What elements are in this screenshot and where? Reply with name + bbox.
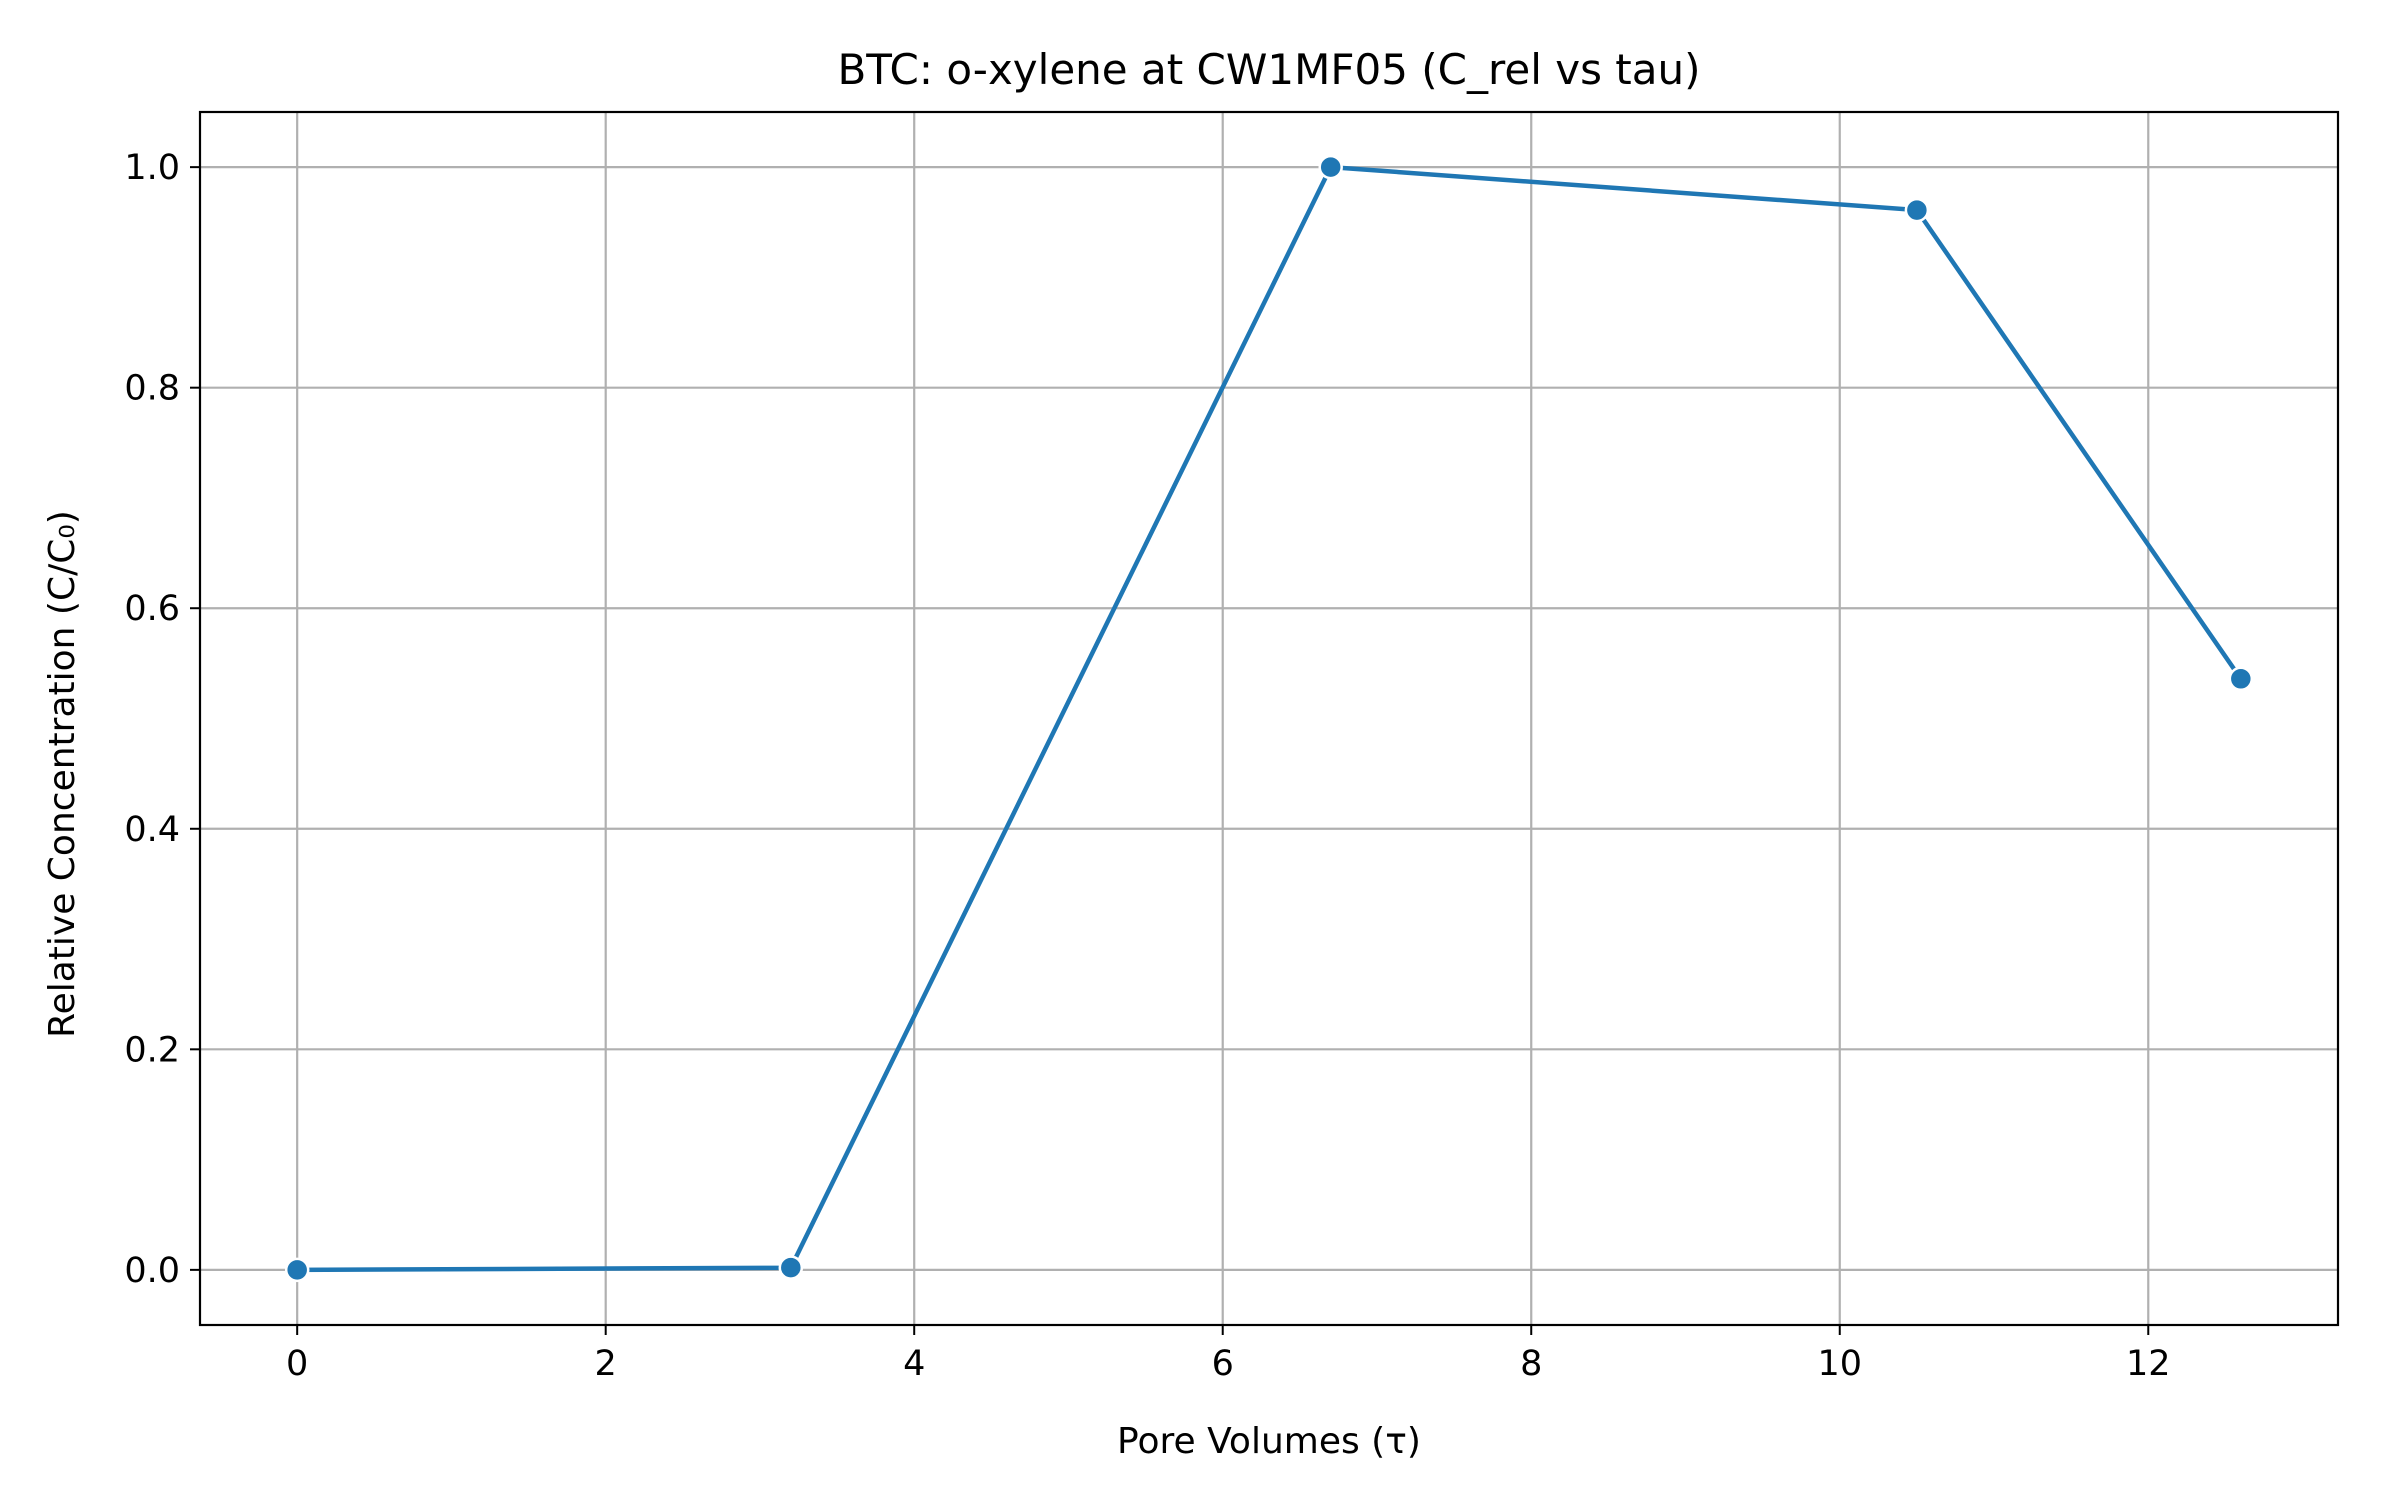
x-axis-label: Pore Volumes (τ) (1117, 1421, 1421, 1462)
y-tick-label: 1.0 (124, 148, 180, 188)
x-tick-label: 2 (595, 1344, 617, 1384)
chart-title: BTC: o-xylene at CW1MF05 (C_rel vs tau) (837, 45, 1700, 94)
data-point (284, 1257, 310, 1283)
data-point (1904, 197, 1930, 223)
y-tick-label: 0.0 (124, 1251, 180, 1291)
y-axis-label: Relative Concentration (C/C₀) (42, 510, 83, 1038)
ticks: 0 2 4 6 8 10 12 0.0 0.2 0.4 0.6 0.8 1.0 (124, 148, 2170, 1384)
data-point (1318, 154, 1343, 180)
y-tick-label: 0.2 (124, 1030, 180, 1070)
y-tick-label: 0.6 (124, 589, 180, 629)
x-tick-label: 10 (1817, 1344, 1862, 1384)
grid (200, 112, 2338, 1325)
x-tick-label: 8 (1520, 1344, 1542, 1384)
series-layer (284, 154, 2254, 1283)
y-tick-label: 0.8 (124, 369, 180, 409)
x-tick-label: 4 (903, 1344, 925, 1384)
plot-frame (198, 110, 2340, 1327)
x-tick-label: 0 (286, 1344, 308, 1384)
data-point (778, 1255, 804, 1280)
x-tick-label: 12 (2126, 1344, 2171, 1384)
y-tick-label: 0.4 (124, 810, 180, 850)
data-point (2228, 666, 2254, 692)
x-tick-label: 6 (1212, 1344, 1234, 1384)
